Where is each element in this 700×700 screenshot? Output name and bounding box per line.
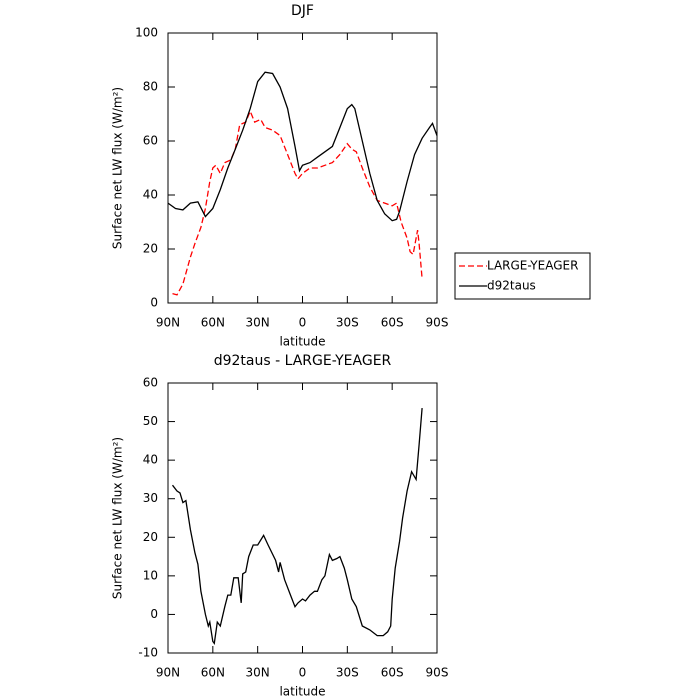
x-tick-label: 60N	[201, 316, 225, 330]
data-line	[172, 109, 423, 296]
y-tick-label: 40	[143, 188, 158, 202]
legend-box	[454, 252, 591, 300]
y-tick-label: 80	[143, 80, 158, 94]
x-tick-label: 60N	[201, 666, 225, 680]
x-tick-label: 90N	[156, 666, 180, 680]
data-line	[167, 71, 438, 222]
y-tick-label: 20	[143, 530, 158, 544]
x-tick-label: 30S	[336, 666, 359, 680]
x-tick-label: 30N	[246, 666, 270, 680]
x-tick-label: 60S	[381, 666, 404, 680]
x-tick-label: 0	[299, 316, 307, 330]
y-tick-label: 0	[150, 607, 158, 621]
y-axis-label: Surface net LW flux (W/m²)	[111, 437, 125, 599]
data-line	[171, 408, 423, 646]
y-tick-label: 30	[143, 491, 158, 505]
plot-frame	[167, 32, 438, 304]
y-tick-label: 60	[143, 134, 158, 148]
y-tick-label: 100	[135, 26, 158, 40]
x-tick-label: 30S	[336, 316, 359, 330]
legend-label: LARGE-YEAGER	[487, 259, 578, 273]
x-tick-label: 0	[299, 666, 307, 680]
x-tick-label: 30N	[246, 316, 270, 330]
y-tick-label: 50	[143, 414, 158, 428]
y-tick-label: 40	[143, 453, 158, 467]
plot-frame	[167, 382, 438, 654]
y-axis-label: Surface net LW flux (W/m²)	[111, 87, 125, 249]
y-tick-label: 10	[143, 568, 158, 582]
legend-label: d92taus	[487, 279, 536, 293]
y-tick-label: 60	[143, 376, 158, 390]
x-tick-label: 90S	[426, 666, 449, 680]
x-axis-label: latitude	[279, 685, 325, 699]
y-tick-label: -10	[138, 646, 158, 660]
x-tick-label: 90N	[156, 316, 180, 330]
y-tick-label: 0	[150, 296, 158, 310]
x-tick-label: 90S	[426, 316, 449, 330]
y-tick-label: 20	[143, 242, 158, 256]
x-tick-label: 60S	[381, 316, 404, 330]
chart-title: DJF	[291, 3, 314, 19]
x-axis-label: latitude	[279, 335, 325, 349]
chart-title: d92taus - LARGE-YEAGER	[214, 353, 392, 369]
